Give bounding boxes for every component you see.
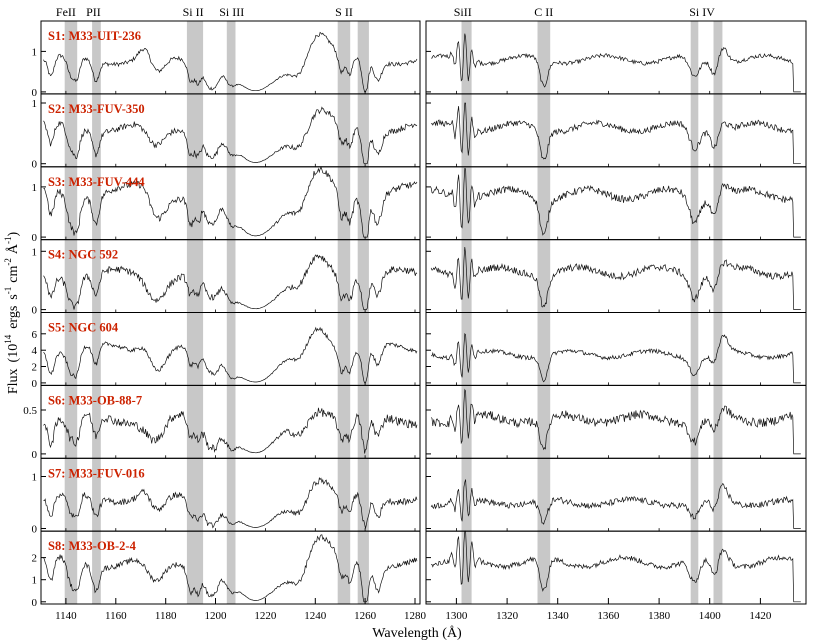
y-tick-label-8-1: 1	[32, 575, 38, 587]
right-spectrum-line-7	[430, 479, 801, 529]
star-label-7: S7: M33-FUV-016	[48, 466, 145, 480]
star-label-4: S4: NGC 592	[48, 248, 118, 262]
y-tick-label-2-1: 1	[32, 98, 38, 110]
y-label-ergs: ergs	[6, 306, 21, 329]
left-spectrum-line-1	[43, 31, 418, 93]
y-tick-label-7-0: 0	[32, 524, 38, 536]
spectra-layer	[43, 31, 801, 603]
star-label-5: S5: NGC 604	[48, 321, 119, 335]
y-tick-label-3-0: 0	[32, 232, 38, 244]
y-axis-label: Flux(1014ergss-1cm-2Å-1)	[3, 232, 21, 395]
right-panel-frame-4	[425, 239, 807, 314]
left-x-tick-label-1260: 1260	[354, 610, 377, 622]
right-panel-frame-8	[425, 530, 807, 605]
y-label-s: s	[6, 294, 21, 299]
left-panel-frame-8	[40, 530, 421, 605]
left-x-tick-label-1280: 1280	[404, 610, 427, 622]
y-tick-label-5-2: 4	[32, 345, 38, 357]
y-tick-label-5-1: 2	[32, 362, 38, 374]
right-panel-frame-2	[425, 93, 807, 168]
left-x-tick-label-1140: 1140	[55, 610, 77, 622]
y-tick-label-4-1: 1	[32, 246, 38, 258]
right-x-tick-label-1320: 1320	[496, 610, 519, 622]
left-spectrum-line-4	[43, 254, 418, 310]
right-panel-frame-1	[425, 20, 807, 95]
y-tick-label-6-1: 0.5	[23, 405, 37, 417]
right-panel-frame-5	[425, 312, 807, 386]
star-label-2: S2: M33-FUV-350	[48, 102, 145, 116]
right-x-tick-label-1420: 1420	[749, 610, 772, 622]
y-tick-label-8-2: 2	[32, 553, 38, 565]
right-spectrum-line-8	[430, 530, 801, 603]
right-x-tick-label-1380: 1380	[648, 610, 671, 622]
star-label-8: S8: M33-OB-2-4	[48, 539, 137, 553]
y-label-exp4: -1	[3, 237, 13, 245]
x-axis-label: Wavelength (Å)	[372, 625, 462, 641]
right-spectrum-line-3	[430, 167, 801, 238]
left-x-tick-label-1160: 1160	[105, 610, 127, 622]
left-line-label-1: FeII	[56, 5, 76, 19]
star-label-6: S6: M33-OB-88-7	[48, 393, 142, 407]
y-label-unit-open: (10	[6, 344, 21, 363]
right-spectrum-line-2	[430, 102, 801, 165]
y-tick-label-8-0: 0	[32, 597, 38, 609]
right-x-tick-label-1340: 1340	[547, 610, 570, 622]
y-label-cm: cm	[6, 266, 21, 283]
right-x-tick-label-1400: 1400	[699, 610, 722, 622]
right-spectrum-line-5	[430, 332, 801, 384]
left-spectrum-line-3	[43, 166, 418, 238]
y-tick-label-1-0: 0	[32, 87, 38, 99]
y-label-exp1: 14	[3, 334, 13, 344]
right-spectrum-line-6	[430, 388, 801, 455]
y-tick-label-7-1: 1	[32, 472, 38, 484]
y-tick-label-3-1: 1	[32, 182, 38, 194]
y-tick-label-5-3: 6	[32, 329, 38, 341]
left-spectrum-line-6	[43, 407, 418, 454]
left-line-label-3: Si II	[183, 5, 204, 19]
y-tick-label-6-0: 0	[32, 449, 38, 461]
right-x-tick-label-1300: 1300	[445, 610, 468, 622]
left-spectrum-line-8	[43, 534, 418, 603]
star-label-3: S3: M33-FUV-444	[48, 175, 145, 189]
left-line-label-5: S II	[335, 5, 353, 19]
y-tick-label-4-0: 0	[32, 305, 38, 317]
y-label-exp3: -2	[3, 258, 13, 266]
left-x-tick-label-1240: 1240	[304, 610, 327, 622]
left-x-tick-label-1180: 1180	[155, 610, 177, 622]
y-tick-label-1-1: 1	[32, 46, 38, 58]
left-x-tick-label-1220: 1220	[254, 610, 277, 622]
right-line-label-2: C II	[534, 5, 553, 19]
right-panel-frame-7	[425, 457, 807, 532]
right-spectrum-line-4	[430, 246, 801, 310]
y-label-flux: Flux	[6, 368, 21, 394]
right-x-tick-label-1360: 1360	[597, 610, 620, 622]
left-line-label-2: PII	[86, 5, 101, 19]
left-spectrum-line-5	[43, 326, 418, 384]
y-label-exp2: -1	[3, 287, 13, 295]
left-line-label-4: Si III	[219, 5, 244, 19]
right-line-label-1: SiII	[454, 5, 472, 19]
star-label-1: S1: M33-UIT-236	[48, 29, 141, 43]
left-x-tick-label-1200: 1200	[205, 610, 228, 622]
right-panel-frame-3	[425, 166, 807, 241]
left-spectrum-line-7	[43, 476, 418, 529]
y-label-angstrom: Å	[5, 243, 21, 254]
y-tick-label-2-0: 0	[32, 159, 38, 171]
left-spectrum-line-2	[43, 106, 418, 165]
right-spectrum-line-1	[431, 33, 801, 93]
y-label-unit-close: )	[6, 232, 21, 237]
y-tick-label-5-0: 0	[32, 378, 38, 390]
frame-layer	[40, 20, 807, 605]
right-line-label-3: Si IV	[689, 5, 715, 19]
